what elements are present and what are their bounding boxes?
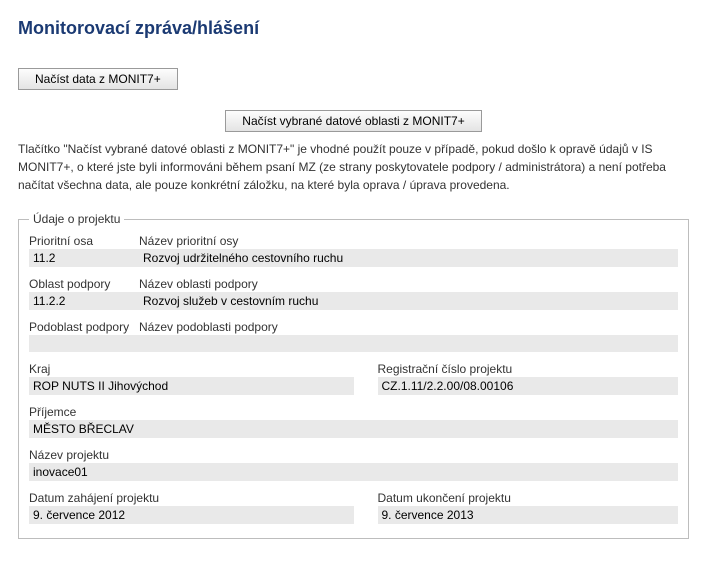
priority-axis-field: Prioritní osa 11.2 xyxy=(29,234,139,267)
support-area-label: Oblast podpory xyxy=(29,277,139,291)
project-name-field: Název projektu inovace01 xyxy=(29,448,678,481)
priority-axis-name-field: Název prioritní osy Rozvoj udržitelného … xyxy=(139,234,678,267)
recipient-value: MĚSTO BŘECLAV xyxy=(29,420,678,438)
end-date-value: 9. července 2013 xyxy=(378,506,679,524)
end-date-label: Datum ukončení projektu xyxy=(378,491,679,505)
priority-axis-name-label: Název prioritní osy xyxy=(139,234,678,248)
subarea-field: Podoblast podpory xyxy=(29,320,139,352)
button-row-top: Načíst data z MONIT7+ xyxy=(18,64,689,94)
project-name-value: inovace01 xyxy=(29,463,678,481)
end-date-field: Datum ukončení projektu 9. července 2013 xyxy=(354,491,679,524)
reg-number-label: Registrační číslo projektu xyxy=(378,362,679,376)
page-title: Monitorovací zpráva/hlášení xyxy=(18,18,689,39)
region-value: ROP NUTS II Jihovýchod xyxy=(29,377,354,395)
reg-number-value: CZ.1.11/2.2.00/08.00106 xyxy=(378,377,679,395)
recipient-field: Příjemce MĚSTO BŘECLAV xyxy=(29,405,678,438)
region-field: Kraj ROP NUTS II Jihovýchod xyxy=(29,362,354,395)
support-area-field: Oblast podpory 11.2.2 xyxy=(29,277,139,310)
project-details-fieldset: Údaje o projektu Prioritní osa 11.2 Náze… xyxy=(18,212,689,539)
priority-axis-label: Prioritní osa xyxy=(29,234,139,248)
priority-axis-name-value: Rozvoj udržitelného cestovního ruchu xyxy=(139,249,678,267)
support-area-value: 11.2.2 xyxy=(29,292,139,310)
support-area-name-value: Rozvoj služeb v cestovním ruchu xyxy=(139,292,678,310)
load-all-button[interactable]: Načíst data z MONIT7+ xyxy=(18,68,178,90)
support-area-name-field: Název oblasti podpory Rozvoj služeb v ce… xyxy=(139,277,678,310)
priority-axis-value: 11.2 xyxy=(29,249,139,267)
subarea-name-label: Název podoblasti podpory xyxy=(139,320,678,334)
region-label: Kraj xyxy=(29,362,354,376)
reg-number-field: Registrační číslo projektu CZ.1.11/2.2.0… xyxy=(354,362,679,395)
button-row-center: Načíst vybrané datové oblasti z MONIT7+ xyxy=(18,106,689,136)
project-name-label: Název projektu xyxy=(29,448,678,462)
fieldset-legend: Údaje o projektu xyxy=(29,212,124,226)
start-date-label: Datum zahájení projektu xyxy=(29,491,354,505)
load-selected-button[interactable]: Načíst vybrané datové oblasti z MONIT7+ xyxy=(225,110,481,132)
subarea-value xyxy=(29,335,139,352)
subarea-name-value xyxy=(139,335,678,352)
start-date-value: 9. července 2012 xyxy=(29,506,354,524)
subarea-label: Podoblast podpory xyxy=(29,320,139,334)
support-area-name-label: Název oblasti podpory xyxy=(139,277,678,291)
start-date-field: Datum zahájení projektu 9. července 2012 xyxy=(29,491,354,524)
description-text: Tlačítko "Načíst vybrané datové oblasti … xyxy=(18,140,689,194)
recipient-label: Příjemce xyxy=(29,405,678,419)
subarea-name-field: Název podoblasti podpory xyxy=(139,320,678,352)
